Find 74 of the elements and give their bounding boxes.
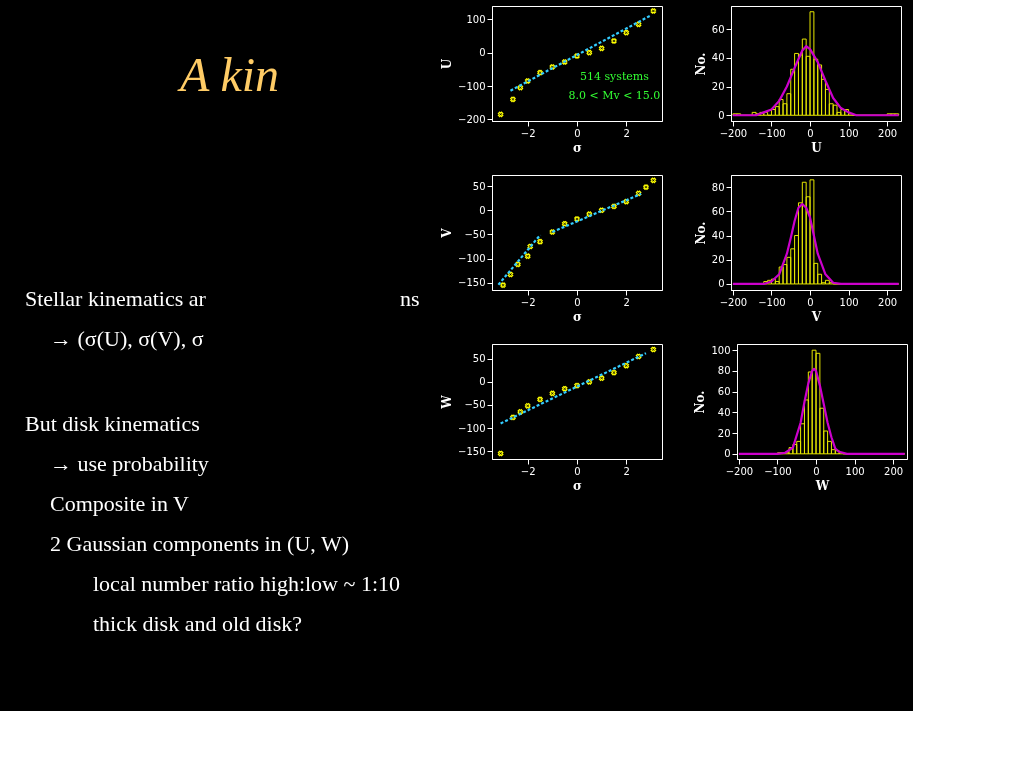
y-tick-label: 40 <box>711 52 725 64</box>
annotation: 8.0 < Mv < 15.0 <box>568 88 661 102</box>
x-tick-label: 100 <box>839 127 859 139</box>
text: ns <box>400 286 420 311</box>
y-axis-title: No. <box>693 221 708 245</box>
y-axis-title: No. <box>693 52 708 76</box>
x-tick-label: 0 <box>807 296 814 308</box>
y-tick-label: 60 <box>711 205 725 217</box>
y-tick-label: −50 <box>464 399 486 411</box>
y-tick-label: 60 <box>711 23 725 35</box>
x-tick-label: 2 <box>623 465 630 477</box>
annotation: 514 systems <box>579 70 650 84</box>
y-tick-label: 100 <box>711 344 731 356</box>
x-axis-title: V <box>810 309 822 324</box>
y-tick-label: −100 <box>458 253 486 265</box>
y-tick-label: 60 <box>717 386 731 398</box>
text: Stellar kinematics ar <box>25 286 207 311</box>
y-tick-label: 50 <box>472 180 486 192</box>
text: thick disk and old disk? <box>93 611 302 636</box>
x-axis-title: W <box>814 478 830 493</box>
x-tick-label: 200 <box>884 465 904 477</box>
y-tick-label: 20 <box>711 254 725 266</box>
x-tick-label: 200 <box>878 127 898 139</box>
x-axis-title: U <box>811 140 823 155</box>
x-tick-label: 0 <box>807 127 814 139</box>
x-tick-label: 100 <box>845 465 865 477</box>
y-tick-label: 20 <box>717 427 731 439</box>
y-tick-label: 0 <box>718 109 725 121</box>
y-tick-label: −100 <box>458 422 486 434</box>
x-tick-label: 2 <box>623 127 630 139</box>
y-tick-label: −100 <box>458 80 486 92</box>
text: → (σ(U), σ(V), σ <box>50 326 204 351</box>
x-tick-label: 2 <box>623 296 630 308</box>
y-axis-title: W <box>440 394 455 410</box>
x-axis-title: σ <box>573 309 583 324</box>
x-axis-title: σ <box>573 140 583 155</box>
x-tick-label: 0 <box>574 296 581 308</box>
x-tick-label: 100 <box>839 296 859 308</box>
text: A kin <box>177 48 280 101</box>
y-tick-label: 0 <box>479 376 486 388</box>
text: → use probability <box>50 451 209 476</box>
y-tick-label: 20 <box>711 81 725 92</box>
y-tick-label: 50 <box>472 353 486 365</box>
y-tick-label: −150 <box>458 445 486 457</box>
y-tick-label: 40 <box>711 230 725 242</box>
text: Composite in V <box>50 491 190 516</box>
x-tick-label: −2 <box>520 127 536 139</box>
x-tick-label: 0 <box>574 127 581 139</box>
y-tick-label: −150 <box>458 277 486 289</box>
y-tick-label: 100 <box>466 13 486 25</box>
y-axis-title: V <box>440 227 455 239</box>
y-tick-label: −200 <box>458 113 486 125</box>
y-tick-label: 0 <box>724 448 731 460</box>
y-axis-title: No. <box>693 390 708 414</box>
x-axis-title: σ <box>573 478 583 493</box>
y-tick-label: 0 <box>479 204 486 216</box>
x-tick-label: −2 <box>520 465 536 477</box>
y-tick-label: −50 <box>464 228 486 240</box>
y-tick-label: 0 <box>479 47 486 59</box>
text: local number ratio high:low ~ 1:10 <box>93 571 401 596</box>
text: But disk kinematics <box>25 411 200 436</box>
y-tick-label: 80 <box>717 365 731 377</box>
x-tick-label: 0 <box>813 465 820 477</box>
x-tick-label: 200 <box>878 296 898 308</box>
text: 2 Gaussian components in (U, W) <box>50 531 349 556</box>
y-tick-label: 0 <box>718 278 725 290</box>
x-tick-label: −100 <box>764 465 792 477</box>
x-tick-label: −100 <box>758 127 786 139</box>
y-tick-label: 80 <box>711 181 725 193</box>
y-axis-title: U <box>440 58 455 70</box>
y-tick-label: 40 <box>717 406 731 418</box>
x-tick-label: −100 <box>758 296 786 308</box>
x-tick-label: −2 <box>520 296 536 308</box>
x-tick-label: 0 <box>574 465 581 477</box>
